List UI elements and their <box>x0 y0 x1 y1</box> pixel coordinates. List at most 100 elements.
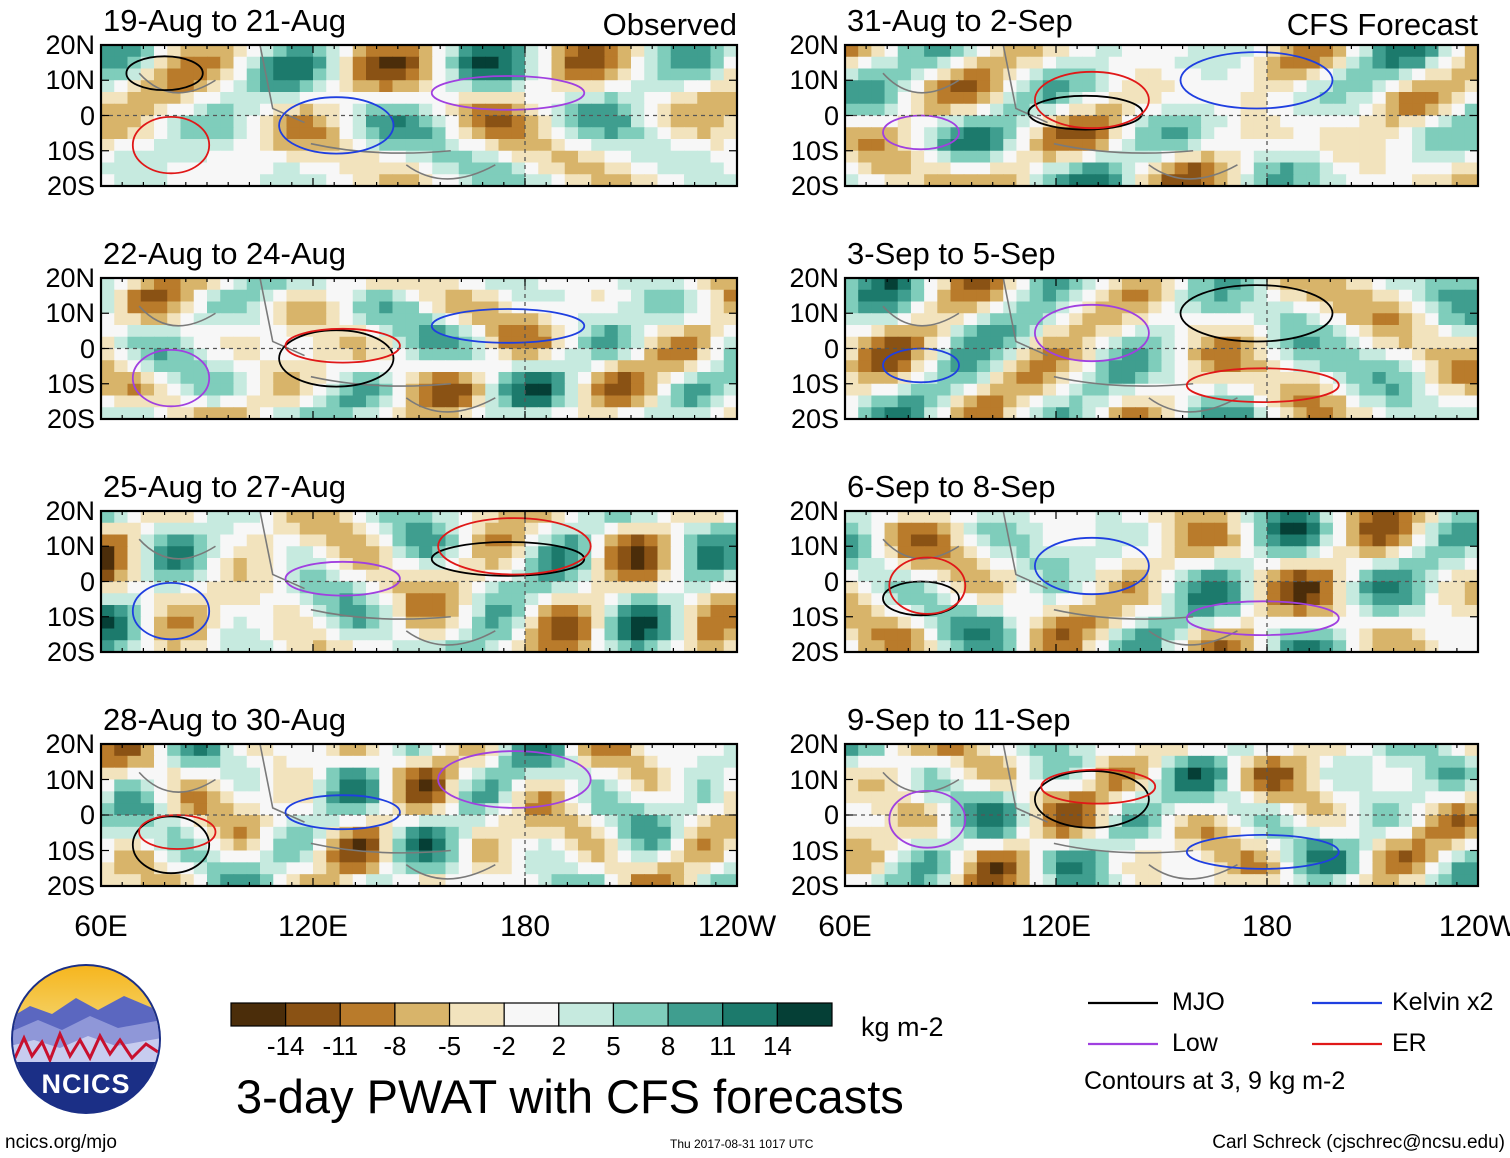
heatmap-cell <box>976 360 991 373</box>
heatmap-cell <box>1095 755 1110 769</box>
heatmap-cell <box>1240 407 1255 420</box>
heatmap-cell <box>485 558 500 571</box>
heatmap-cell <box>299 336 314 350</box>
heatmap-cell <box>1267 511 1281 524</box>
heatmap-cell <box>286 45 301 58</box>
heatmap-cell <box>207 640 221 653</box>
heatmap-cell <box>684 593 698 606</box>
heatmap-cell <box>884 372 899 385</box>
heatmap-cell <box>1214 56 1229 70</box>
heatmap-cell <box>1108 383 1123 397</box>
heatmap-cell <box>1214 546 1229 559</box>
heatmap-cell <box>1121 80 1136 93</box>
heatmap-cell <box>845 360 859 373</box>
heatmap-cell <box>101 815 115 828</box>
heatmap-cell <box>551 372 566 385</box>
heatmap-cell <box>670 115 685 128</box>
heatmap-cell <box>884 68 899 81</box>
heatmap-cell <box>591 874 606 887</box>
heatmap-cell <box>1108 744 1123 757</box>
heatmap-cell <box>631 325 645 338</box>
heatmap-cell <box>976 838 991 852</box>
heatmap-cell <box>897 92 912 105</box>
heatmap-cell <box>1332 301 1347 314</box>
heatmap-cell <box>207 569 221 583</box>
heatmap-cell <box>950 56 965 70</box>
heatmap-cell <box>1438 546 1453 559</box>
heatmap-cell <box>273 640 288 653</box>
heatmap-cell <box>101 522 115 536</box>
heatmap-cell <box>670 348 685 361</box>
heatmap-cell <box>207 383 221 397</box>
heatmap-cell <box>180 546 195 559</box>
heatmap-cell <box>458 767 473 781</box>
heatmap-cell <box>498 139 513 152</box>
heatmap-cell <box>207 605 221 618</box>
heatmap-cell <box>1385 511 1400 524</box>
heatmap-cell <box>1332 593 1347 606</box>
heatmap-cell <box>1346 348 1360 361</box>
heatmap-cell <box>1253 80 1268 93</box>
heatmap-cell <box>392 103 407 117</box>
heatmap-cell <box>990 289 1004 303</box>
heatmap-cell <box>604 325 619 338</box>
heatmap-cell <box>167 45 182 58</box>
heatmap-cell <box>644 383 659 397</box>
heatmap-cell <box>419 767 433 781</box>
heatmap-cell <box>432 628 447 641</box>
heatmap-cell <box>1359 68 1374 81</box>
heatmap-cell <box>1227 383 1242 397</box>
heatmap-cell <box>684 278 698 291</box>
heatmap-cell <box>392 278 407 291</box>
heatmap-cell <box>419 360 433 373</box>
heatmap-cell <box>127 744 142 757</box>
heatmap-cell <box>1187 744 1202 757</box>
heatmap-cell <box>950 289 965 303</box>
heatmap-cell <box>1385 80 1400 93</box>
heatmap-cell <box>352 150 367 164</box>
heatmap-cell <box>644 92 659 105</box>
heatmap-cell <box>1214 92 1229 105</box>
heatmap-cell <box>1346 605 1360 618</box>
heatmap-cell <box>220 850 235 863</box>
heatmap-cell <box>1108 372 1123 385</box>
heatmap-cell <box>233 826 248 840</box>
heatmap-cell <box>551 581 566 594</box>
heatmap-cell <box>871 45 886 58</box>
heatmap-cell <box>1095 395 1110 408</box>
heatmap-cell <box>657 103 672 117</box>
heatmap-cell <box>286 301 301 314</box>
heatmap-cell <box>1227 372 1242 385</box>
heatmap-cell <box>1438 815 1453 828</box>
heatmap-cell <box>871 744 886 757</box>
heatmap-cell <box>858 755 872 769</box>
heatmap-cell <box>1464 127 1479 140</box>
heatmap-cell <box>1412 605 1426 618</box>
heatmap-cell <box>1464 115 1479 128</box>
heatmap-cell <box>366 92 380 105</box>
heatmap-cell <box>313 80 327 93</box>
heatmap-cell <box>193 640 208 653</box>
heatmap-cell <box>366 68 380 81</box>
heatmap-cell <box>485 791 500 804</box>
heatmap-cell <box>710 767 725 781</box>
heatmap-cell <box>1227 68 1242 81</box>
heatmap-cell <box>127 278 142 291</box>
heatmap-cell <box>273 779 288 792</box>
heatmap-cell <box>1108 511 1123 524</box>
heatmap-cell <box>976 336 991 350</box>
heatmap-cell <box>697 162 712 175</box>
heatmap-cell <box>1227 174 1242 187</box>
heatmap-cell <box>897 336 912 350</box>
heatmap-cell <box>657 313 672 326</box>
heatmap-cell <box>511 150 526 164</box>
heatmap-cell <box>1069 511 1083 524</box>
heatmap-cell <box>114 348 129 361</box>
heatmap-cell <box>1056 278 1070 291</box>
heatmap-cell <box>154 56 168 70</box>
heatmap-cell <box>352 360 367 373</box>
heatmap-cell <box>617 605 632 618</box>
heatmap-cell <box>1425 348 1440 361</box>
heatmap-cell <box>1042 522 1057 536</box>
heatmap-cell <box>924 779 938 792</box>
